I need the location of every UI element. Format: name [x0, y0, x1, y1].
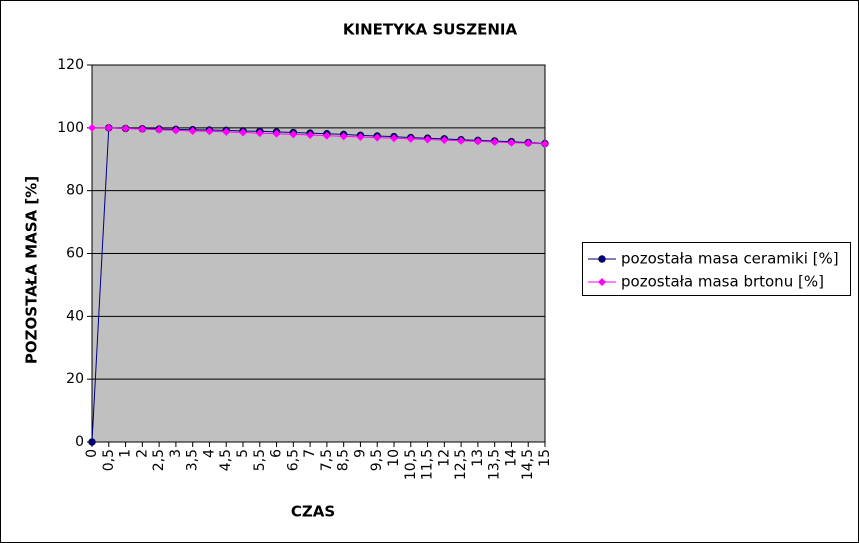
series-line: [92, 127, 546, 145]
x-tick-label: 6,5: [285, 449, 301, 471]
x-tick-label: 14: [503, 449, 519, 467]
data-point: [88, 123, 96, 132]
x-tick-label: 15: [537, 449, 553, 467]
data-point: [356, 132, 365, 141]
series-line: [91, 127, 546, 443]
x-tick-label: 2,5: [151, 449, 167, 471]
x-tick-label: 2: [134, 449, 150, 458]
legend-label: pozostała masa ceramiki [%]: [621, 250, 839, 268]
data-point: [373, 133, 382, 142]
data-point: [598, 255, 606, 263]
data-point: [289, 130, 298, 139]
y-tick-label: 80: [66, 183, 84, 199]
y-tick-label: 100: [57, 120, 84, 136]
data-point: [423, 135, 432, 144]
data-point: [138, 125, 147, 134]
y-tick-label: 20: [66, 371, 84, 387]
x-tick-label: 6: [269, 449, 285, 458]
data-point: [205, 127, 214, 136]
legend: [582, 242, 851, 296]
x-tick-label: 8,5: [336, 449, 352, 471]
y-tick-label: 40: [66, 308, 84, 324]
data-point: [339, 132, 348, 141]
y-tick-label: 60: [66, 246, 84, 262]
y-axis-label: POZOSTAŁA MASA [%]: [23, 176, 41, 364]
x-tick-label: 10,5: [403, 449, 419, 480]
legend-label: pozostała masa brtonu [%]: [621, 273, 824, 291]
data-point: [88, 438, 96, 446]
data-point: [255, 129, 264, 138]
data-point: [104, 123, 113, 132]
x-tick-label: 10: [386, 449, 402, 467]
chart-title: KINETYKA SUSZENIA: [343, 21, 518, 39]
x-tick-label: 3,5: [185, 449, 201, 471]
x-tick-label: 7: [302, 449, 318, 458]
x-tick-label: 12: [436, 449, 452, 467]
data-point: [457, 136, 466, 145]
x-tick-label: 1: [118, 449, 134, 458]
x-tick-label: 12,5: [453, 449, 469, 480]
data-point: [222, 127, 231, 136]
x-tick-label: 9: [352, 449, 368, 458]
x-tick-label: 9,5: [369, 449, 385, 471]
x-tick-label: 5: [235, 449, 251, 458]
x-tick-label: 4: [201, 449, 217, 458]
data-point: [322, 131, 331, 140]
x-tick-label: 0,5: [101, 449, 117, 471]
x-tick-label: 3: [168, 449, 184, 458]
data-point: [524, 139, 533, 148]
data-point: [121, 124, 130, 133]
data-point: [507, 138, 516, 147]
x-tick-label: 4,5: [218, 449, 234, 471]
data-point: [239, 128, 247, 137]
data-point: [473, 137, 482, 146]
data-point: [155, 125, 164, 134]
data-point: [490, 137, 499, 146]
data-point: [306, 131, 315, 140]
x-tick-label: 0: [84, 449, 100, 458]
data-point: [390, 134, 398, 143]
data-point: [598, 278, 606, 286]
x-tick-label: 13,5: [487, 449, 503, 480]
x-tick-label: 11,5: [420, 449, 436, 480]
x-tick-label: 14,5: [520, 449, 536, 480]
x-tick-label: 13: [470, 449, 486, 467]
data-point: [188, 126, 197, 135]
x-tick-label: 7,5: [319, 449, 335, 471]
y-tick-label: 0: [75, 434, 84, 450]
data-point: [541, 139, 549, 148]
x-axis-label: CZAS: [291, 503, 335, 521]
data-point: [272, 129, 281, 138]
x-tick-label: 5,5: [252, 449, 268, 471]
data-point: [171, 126, 180, 135]
data-point: [440, 136, 449, 145]
data-point: [406, 134, 415, 143]
y-tick-label: 120: [57, 57, 84, 73]
